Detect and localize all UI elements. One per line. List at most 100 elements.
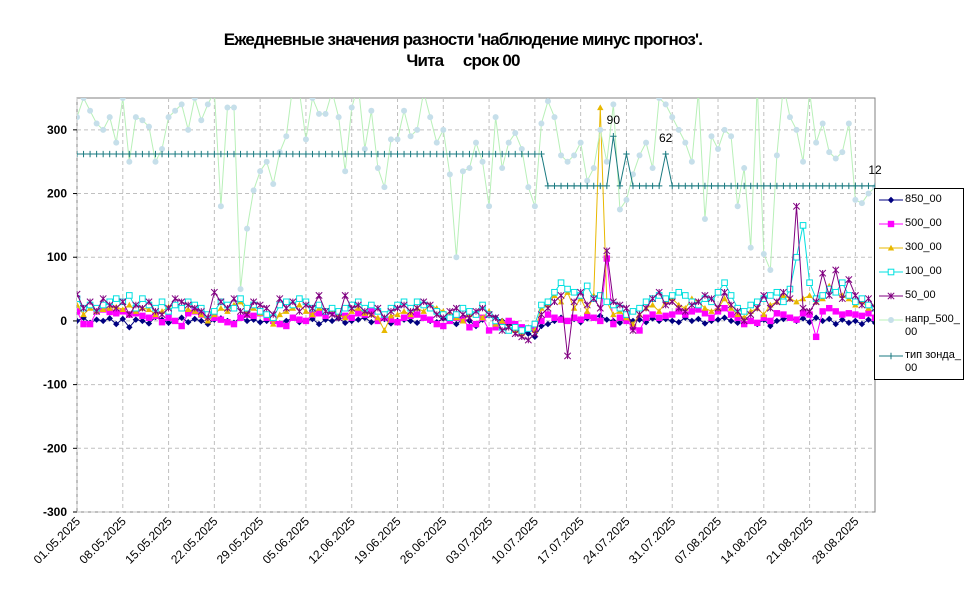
point [132,316,140,323]
legend-swatch [879,268,903,276]
point [446,314,454,322]
point [165,114,172,121]
point [86,320,94,328]
point [682,292,689,299]
point [237,286,244,293]
point [531,150,539,158]
series-layer [77,89,875,360]
point [93,316,100,323]
point [845,120,852,127]
point [675,304,683,312]
point [610,133,617,140]
point [721,304,728,312]
point [839,316,846,323]
point [773,298,781,306]
annotation: 12 [868,163,882,177]
point [283,322,290,330]
point [773,152,780,159]
point [721,126,728,133]
point [649,182,656,190]
point [93,150,100,158]
point [283,150,290,158]
point [374,165,381,172]
point [308,304,317,312]
point [466,165,473,172]
point [708,182,715,190]
point [77,290,81,298]
point [740,308,748,315]
point [682,182,689,190]
point [165,319,172,327]
point [178,314,185,321]
point [669,317,676,325]
point [106,114,113,121]
point [603,158,610,165]
point [99,295,107,303]
legend-label: тип зонда_00 [905,349,961,374]
point [204,101,211,108]
point [459,311,467,319]
point [329,89,335,95]
point [381,150,388,158]
point [682,139,689,146]
point [387,316,395,323]
point [486,203,493,210]
point [322,307,330,315]
point [538,301,545,309]
point [577,316,584,323]
point [858,295,866,302]
point [708,308,715,314]
point [413,150,421,158]
point [217,316,225,323]
point [564,285,571,293]
point [839,182,846,190]
point [256,150,264,158]
point [184,310,192,317]
point [544,298,552,306]
point [616,314,624,321]
point [87,107,94,114]
point [446,307,454,315]
point [616,206,623,213]
point [413,304,421,312]
annotation: 62 [659,131,673,145]
point [472,307,480,315]
point [609,298,617,306]
point [564,182,571,190]
point [485,150,493,158]
point [557,182,565,190]
point [224,104,231,111]
point [185,126,192,133]
point [557,279,565,287]
point [145,298,153,306]
point [165,150,172,158]
point [335,314,343,322]
point [119,98,126,101]
point [80,311,87,318]
point [865,182,872,190]
point [335,308,342,315]
point [887,220,895,228]
point [708,133,715,140]
point [610,320,617,328]
point [394,150,401,158]
point [171,301,179,309]
point [649,311,656,318]
point [668,292,676,299]
point [282,304,290,312]
point [793,126,800,133]
point [583,301,591,309]
point [524,336,532,344]
point [211,89,217,95]
legend-item: напр_500_00 [877,313,961,339]
point [649,295,657,303]
point [571,152,578,159]
point [799,304,807,312]
point [459,150,467,158]
point [888,317,894,323]
point [807,89,813,95]
point [610,311,617,318]
point [119,298,127,306]
